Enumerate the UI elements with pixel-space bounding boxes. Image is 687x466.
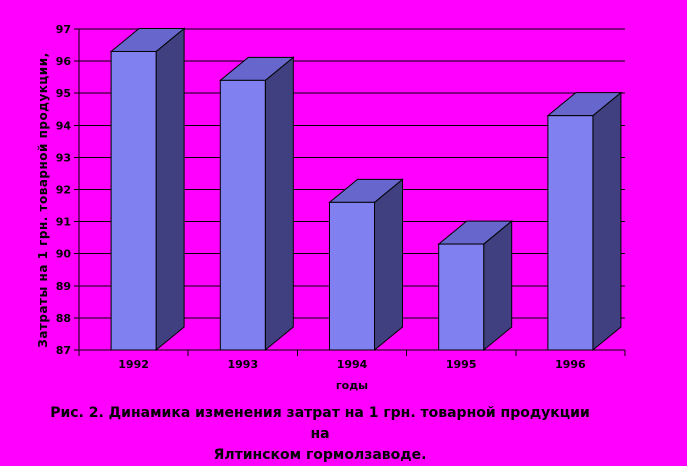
bar-front-face <box>438 243 485 351</box>
x-axis-title: годы <box>335 379 369 392</box>
x-category-label: 1992 <box>118 358 149 371</box>
bar-front-face <box>219 79 266 351</box>
y-tick-label: 90 <box>56 248 72 261</box>
bar-side-face <box>155 27 185 352</box>
figure-caption: Рис. 2. Динамика изменения затрат на 1 г… <box>40 403 600 466</box>
y-tick-label: 97 <box>56 23 71 36</box>
y-tick-label: 94 <box>56 119 72 132</box>
y-tick-label: 92 <box>56 184 71 197</box>
bar-side-face <box>264 56 294 352</box>
x-category-label: 1996 <box>555 358 586 371</box>
x-category-label: 1995 <box>446 358 477 371</box>
y-axis-title: Затраты на 1 грн. товарной продукции, <box>36 52 50 348</box>
x-category-label: 1994 <box>337 358 368 371</box>
bar-front-face <box>110 50 157 351</box>
y-tick-label: 91 <box>56 216 71 229</box>
caption-line-2: Ялтинском гормолзаводе. <box>213 447 427 463</box>
x-category-label: 1993 <box>227 358 258 371</box>
y-tick-label: 93 <box>56 151 71 164</box>
y-tick-label: 87 <box>56 344 71 357</box>
y-tick-label: 89 <box>56 280 71 293</box>
bar-front-face <box>547 115 594 351</box>
y-tick-label: 88 <box>56 312 71 325</box>
bar-front-face <box>329 201 375 351</box>
y-tick-label: 96 <box>56 55 72 68</box>
bar-side-face <box>592 91 622 352</box>
bar-side-face <box>374 178 403 352</box>
caption-line-1: Рис. 2. Динамика изменения затрат на 1 г… <box>50 405 590 442</box>
y-tick-label: 95 <box>56 87 71 100</box>
